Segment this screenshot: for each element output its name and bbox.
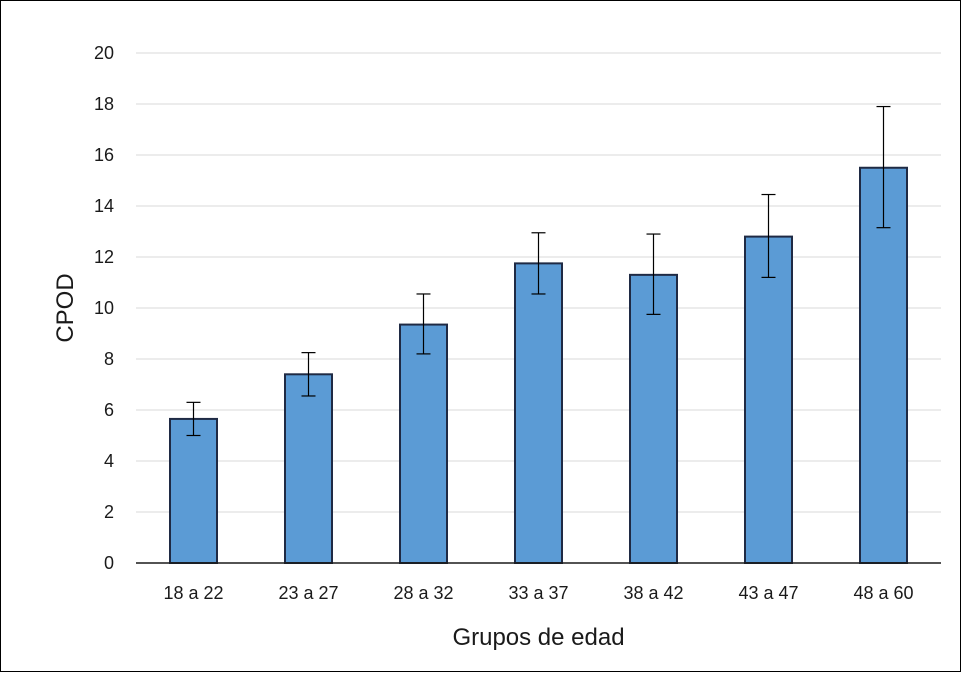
y-tick-label: 4 (104, 451, 114, 471)
x-tick-label: 33 a 37 (508, 583, 568, 603)
x-tick-label: 23 a 27 (278, 583, 338, 603)
bar (514, 262, 563, 564)
y-tick-label: 16 (94, 145, 114, 165)
y-tick-label: 20 (94, 43, 114, 63)
y-tick-label: 2 (104, 502, 114, 522)
error-bar (416, 293, 431, 355)
y-tick-label: 12 (94, 247, 114, 267)
bar (284, 373, 333, 564)
bar (399, 323, 448, 565)
x-tick-labels: 18 a 22 23 a 27 28 a 32 33 a 37 38 a 42 43 a … (163, 583, 913, 603)
error-bar (186, 401, 201, 437)
y-tick-label: 6 (104, 400, 114, 420)
y-tick-labels: 0 2 4 6 8 10 12 14 16 18 20 (94, 43, 114, 573)
error-bar (876, 105, 891, 229)
bar (744, 235, 793, 564)
x-tick-label: 28 a 32 (393, 583, 453, 603)
error-bar (761, 193, 776, 278)
bar (169, 417, 218, 564)
y-axis-title: CPOD (52, 273, 79, 342)
y-tick-label: 18 (94, 94, 114, 114)
y-tick-label: 8 (104, 349, 114, 369)
error-bar (646, 233, 661, 315)
error-bar (531, 232, 546, 295)
x-axis-title: Grupos de edad (452, 624, 624, 651)
x-tick-label: 48 a 60 (853, 583, 913, 603)
y-tick-label: 14 (94, 196, 114, 216)
error-bar (301, 352, 316, 397)
x-tick-label: 38 a 42 (623, 583, 683, 603)
y-tick-label: 0 (104, 553, 114, 573)
x-tick-label: 18 a 22 (163, 583, 223, 603)
bars (169, 166, 908, 565)
error-bars (186, 105, 891, 437)
bar (629, 273, 678, 564)
y-tick-label: 10 (94, 298, 114, 318)
x-tick-label: 43 a 47 (738, 583, 798, 603)
